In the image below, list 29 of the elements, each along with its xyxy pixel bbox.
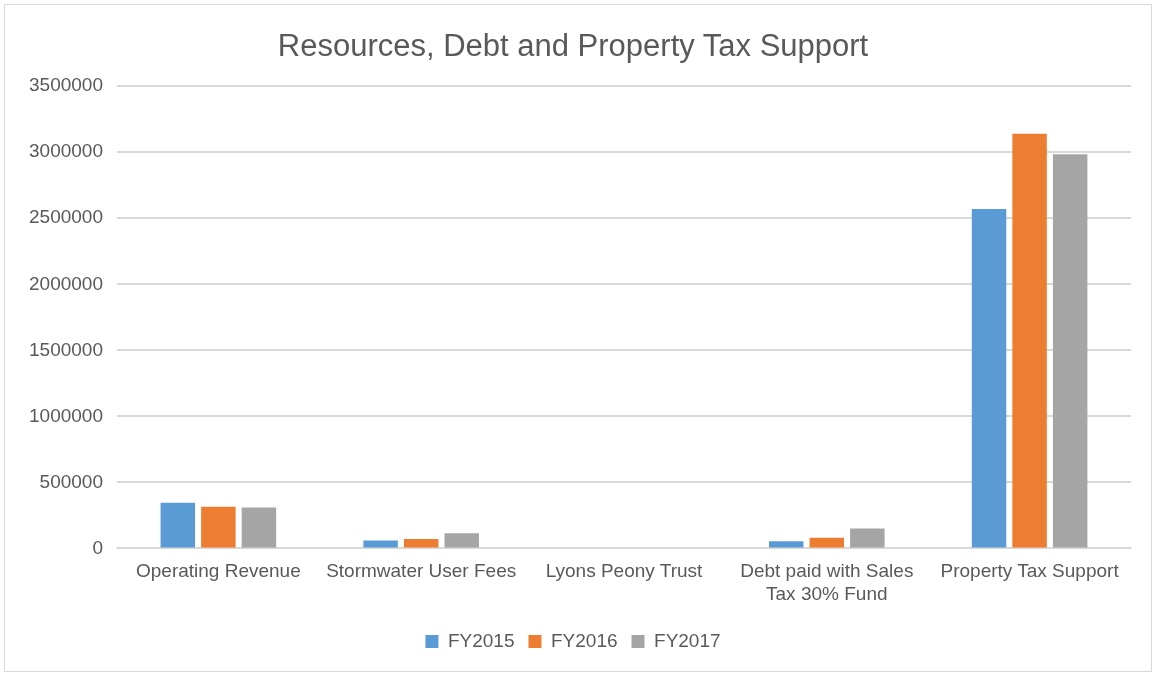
- y-tick-label: 3500000: [29, 74, 103, 96]
- legend-label: FY2017: [654, 629, 721, 651]
- y-tick-label: 0: [92, 536, 103, 558]
- y-tick-label: 3000000: [29, 140, 103, 162]
- chart-title: Resources, Debt and Property Tax Support: [277, 28, 869, 64]
- bar: [241, 507, 277, 548]
- y-tick-label: 2000000: [29, 272, 103, 294]
- y-tick-label: 500000: [39, 470, 103, 492]
- x-tick-label: Lyons Peony Trust: [545, 560, 704, 582]
- bar: [403, 538, 439, 548]
- y-tick-label: 1000000: [29, 404, 103, 426]
- x-tick-label: Property Tax Support: [940, 560, 1120, 582]
- legend-label: FY2016: [550, 629, 618, 651]
- bar: [160, 502, 196, 548]
- bar: [201, 506, 236, 548]
- legend-label: FY2015: [447, 629, 515, 651]
- bar: [850, 528, 885, 548]
- bar: [809, 537, 845, 548]
- y-tick-label: 2500000: [29, 206, 103, 228]
- bar: [363, 540, 398, 548]
- x-tick-label: Operating Revenue: [135, 560, 301, 582]
- bar: [971, 209, 1007, 548]
- bar: [444, 533, 479, 548]
- bar: [1052, 154, 1088, 548]
- x-tick-label: Debt paid with Sales Tax 30% Fund: [740, 560, 914, 604]
- bar: [768, 541, 804, 548]
- y-tick-label: 1500000: [29, 338, 103, 360]
- x-tick-label: Stormwater User Fees: [326, 560, 517, 582]
- bar: [1012, 133, 1047, 548]
